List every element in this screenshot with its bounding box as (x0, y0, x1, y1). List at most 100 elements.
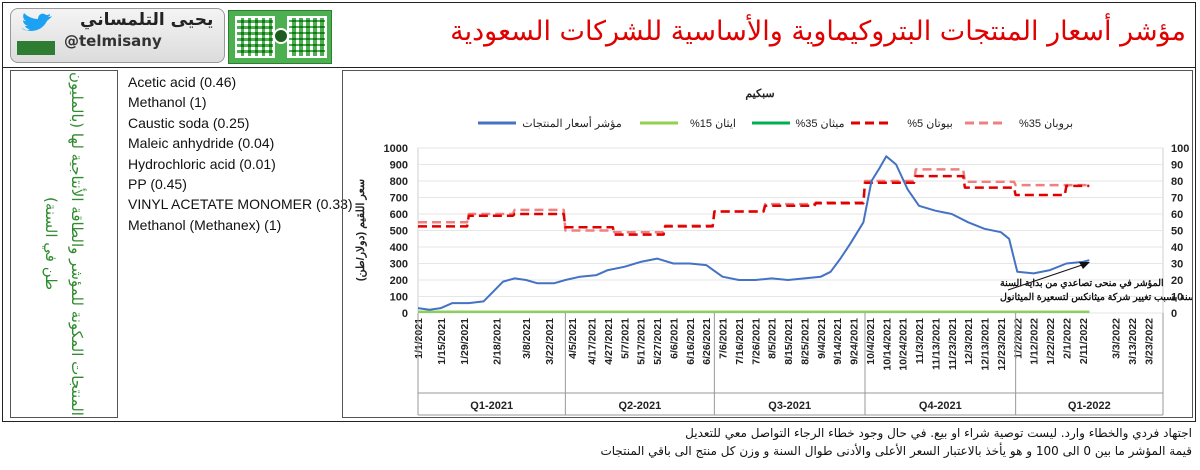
x-tick-label: 1/29/2021 (459, 318, 471, 365)
x-tick-label: 3/3/2022 (1111, 318, 1123, 359)
x-tick-label: 11/13/2021 (930, 318, 942, 370)
x-tick-label: 4/5/2021 (567, 318, 579, 359)
chart: سبكيم بروبان 35% بيوتان 5% ميثان 35% ايث… (355, 88, 1192, 416)
y-right-tick-label: 50 (1171, 226, 1183, 238)
annotation: المؤشر في منحى تصاعدي من بداية السنة هبط… (1000, 262, 1192, 303)
y-left-tick-label: 600 (390, 209, 408, 221)
legend: بروبان 35% بيوتان 5% ميثان 35% ايثان 15%… (478, 116, 1073, 130)
x-tick-label: 3/13/2022 (1127, 318, 1139, 365)
y-left-tick-label: 200 (390, 275, 408, 287)
legend-label-propane: بروبان 35% (1019, 118, 1073, 130)
page-frame (2, 2, 1196, 422)
y-right-tick-label: 20 (1171, 275, 1183, 287)
x-tick-label: 4/17/2021 (587, 318, 599, 365)
x-tick-label: 1/12/2022 (1029, 318, 1041, 365)
x-tick-label: 6/16/2021 (685, 318, 697, 365)
quarter-label: Q2-2021 (618, 400, 661, 412)
flag-icon (17, 41, 55, 55)
y-left-tick-label: 400 (390, 242, 408, 254)
legend-label-methane: ميثان 35% (795, 118, 844, 130)
author-banner (10, 8, 225, 63)
quarter-label: Q4-2021 (919, 400, 962, 412)
author-name: يحيى التلمساني (80, 10, 214, 30)
product-item: Methanol (1) (128, 94, 207, 111)
x-tick-label: 3/22/2021 (544, 318, 556, 365)
y-axis-label: سعر اللقيم (دولار/طن) (355, 179, 367, 281)
product-item: Maleic anhydride (0.04) (128, 135, 275, 152)
x-tick-label: 8/25/2021 (799, 318, 811, 365)
y-left-tick-label: 700 (390, 193, 408, 205)
author-handle: @telmisany (64, 32, 162, 50)
y-left-tick-label: 1000 (384, 143, 408, 155)
x-tick-label: 7/26/2021 (750, 318, 762, 365)
annotation-arrowhead (1079, 262, 1090, 269)
qr-code-icon (228, 10, 332, 64)
y-right-tick-label: 100 (1171, 143, 1189, 155)
chart-title: سبكيم (745, 88, 774, 100)
x-tick-label: 12/3/2021 (963, 318, 975, 365)
y-right-tick-label: 60 (1171, 209, 1183, 221)
x-tick-label: 1/15/2021 (436, 318, 448, 365)
x-tick-label: 2/18/2021 (492, 318, 504, 365)
index-series-line (417, 155, 1090, 311)
y-left-tick-label: 0 (402, 308, 408, 320)
x-tick-label: 11/23/2021 (947, 318, 959, 370)
y-left-tick-label: 300 (390, 259, 408, 271)
x-tick-label: 10/4/2021 (865, 318, 877, 365)
x-tick-label: 7/16/2021 (734, 318, 746, 365)
annotation-arrow (1007, 263, 1086, 291)
x-tick-label: 9/24/2021 (849, 318, 861, 365)
y-left-tick-label: 500 (390, 226, 408, 238)
y-right-tick-label: 10 (1171, 292, 1183, 304)
twitter-bird-icon (21, 13, 52, 31)
y-left-tick-label: 900 (390, 160, 408, 172)
x-tick-label: 8/5/2021 (767, 318, 779, 359)
disclaimer-text: اجتهاد فردي والخطاء وارد. ليست توصية شرا… (685, 426, 1192, 440)
chart-panel (342, 70, 1193, 418)
y-right-tick-label: 0 (1171, 308, 1177, 320)
quarter-label: Q1-2022 (1068, 400, 1111, 412)
propane-series-line (418, 168, 1090, 234)
y-right-tick-label: 30 (1171, 259, 1183, 271)
product-item: VINYL ACETATE MONOMER (0.33) (128, 196, 353, 213)
x-tick-label: 5/27/2021 (652, 318, 664, 365)
product-item: Hydrochloric acid (0.01) (128, 155, 276, 172)
caption-text: المنتجات المكونة للمؤشر والطاقة الأنتاجي… (42, 72, 86, 416)
x-tick-label: 6/6/2021 (668, 318, 680, 359)
y-left-tick-label: 800 (390, 176, 408, 188)
annotation-line-1: المؤشر في منحى تصاعدي من بداية السنة (1000, 278, 1164, 289)
header-divider (2, 67, 1196, 68)
x-tick-label: 1/22/2022 (1045, 318, 1057, 365)
page-title: مؤشر أسعار المنتجات البتروكيماوية والأسا… (450, 16, 1186, 47)
quarter-label: Q1-2021 (470, 400, 513, 412)
x-tick-label: 8/15/2021 (783, 318, 795, 365)
x-tick-label: 4/27/2021 (603, 318, 615, 365)
x-tick-label: 10/14/2021 (881, 318, 893, 371)
methodology-text: قيمة المؤشر ما بين 0 الى 100 و هو يأخذ ب… (600, 444, 1192, 458)
x-tick-label: 5/17/2021 (636, 318, 648, 365)
x-tick-label: 9/14/2021 (832, 318, 844, 365)
y-right-tick-label: 70 (1171, 193, 1183, 205)
product-item: PP (0.45) (128, 176, 187, 193)
y-right-tick-label: 80 (1171, 176, 1183, 188)
legend-label-index: مؤشر أسعار المنتجات (522, 116, 622, 130)
x-tick-label: 12/23/2021 (996, 318, 1008, 371)
x-tick-label: 1/1/2021 (413, 318, 425, 359)
x-tick-label: 6/26/2021 (701, 318, 713, 365)
x-tick-label: 10/24/2021 (898, 318, 910, 371)
x-tick-label: 3/8/2021 (521, 318, 533, 359)
x-tick-label: 2/1/2022 (1061, 318, 1073, 359)
legend-label-ethane: ايثان 15% (690, 118, 736, 130)
x-tick-label: 2/11/2022 (1078, 318, 1090, 364)
x-tick-label: 12/13/2021 (980, 318, 992, 371)
x-tick-label: 11/3/2021 (914, 318, 926, 364)
x-tick-label: 1/2/2022 (1012, 318, 1024, 359)
product-item: Acetic acid (0.46) (128, 74, 237, 90)
quarter-label: Q3-2021 (768, 400, 811, 412)
annotation-line-2: هبط قليلا بداية السنة بسبب تغيير شركة مي… (1000, 292, 1192, 303)
caption-panel (10, 70, 118, 418)
y-right-tick-label: 90 (1171, 160, 1183, 172)
product-item: Caustic soda (0.25) (128, 114, 250, 131)
legend-label-butane: بيوتان 5% (907, 118, 953, 130)
x-tick-label: 3/23/2022 (1143, 318, 1155, 365)
